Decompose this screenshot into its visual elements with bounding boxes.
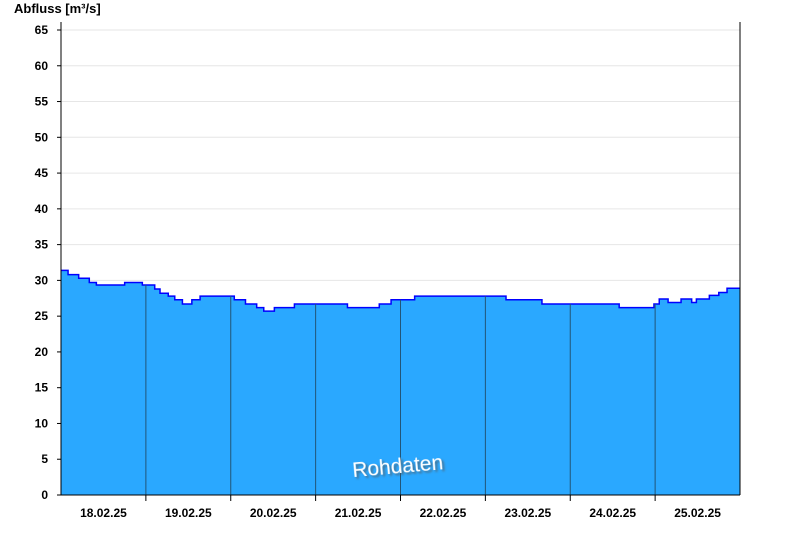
series-line bbox=[61, 269, 740, 312]
x-tick-label: 18.02.25 bbox=[80, 506, 127, 520]
y-tick-label: 25 bbox=[35, 309, 49, 323]
x-tick-label: 23.02.25 bbox=[504, 506, 551, 520]
y-tick-label: 5 bbox=[41, 452, 48, 466]
y-tick-label: 35 bbox=[35, 238, 49, 252]
y-tick-label: 0 bbox=[41, 488, 48, 502]
y-tick-label: 10 bbox=[35, 416, 49, 430]
y-axis-title: Abfluss [m³/s] bbox=[14, 1, 101, 16]
y-tick-label: 15 bbox=[35, 381, 49, 395]
y-tick-label: 40 bbox=[35, 202, 49, 216]
y-tick-label: 50 bbox=[35, 130, 49, 144]
y-tick-label: 20 bbox=[35, 345, 49, 359]
y-tick-label: 45 bbox=[35, 166, 49, 180]
y-tick-label: 30 bbox=[35, 273, 49, 287]
x-tick-label: 21.02.25 bbox=[335, 506, 382, 520]
x-tick-label: 19.02.25 bbox=[165, 506, 212, 520]
x-tick-label: 25.02.25 bbox=[674, 506, 721, 520]
y-tick-label: 60 bbox=[35, 59, 49, 73]
x-tick-label: 24.02.25 bbox=[589, 506, 636, 520]
y-tick-label: 65 bbox=[35, 23, 49, 37]
x-tick-label: 22.02.25 bbox=[420, 506, 467, 520]
y-tick-label: 55 bbox=[35, 95, 49, 109]
x-tick-label: 20.02.25 bbox=[250, 506, 297, 520]
